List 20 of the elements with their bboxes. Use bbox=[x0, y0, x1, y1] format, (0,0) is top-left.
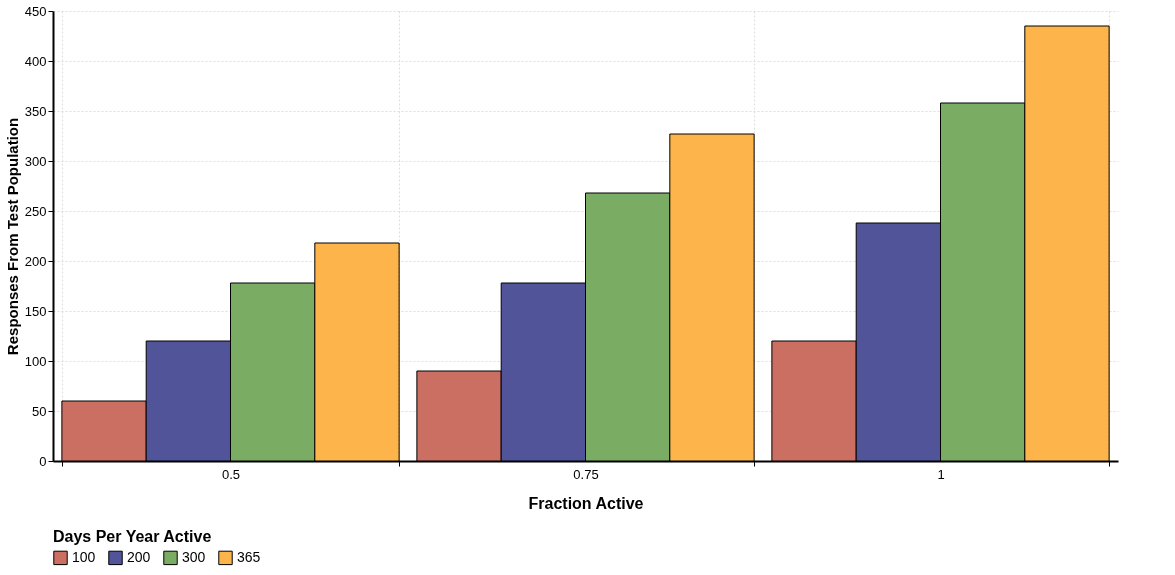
y-tick-label: 50 bbox=[32, 403, 47, 419]
y-axis-title: Responses From Test Population bbox=[3, 117, 21, 356]
legend-title: Days Per Year Active bbox=[53, 528, 212, 545]
y-tick-label: 450 bbox=[24, 3, 47, 19]
y-tick-label: 350 bbox=[24, 103, 47, 119]
y-tick-label: 250 bbox=[24, 203, 47, 219]
y-tick-label: 400 bbox=[24, 53, 47, 69]
legend-label: 100 bbox=[72, 548, 96, 565]
x-tick-label: 0.5 bbox=[221, 466, 241, 482]
x-axis-title: Fraction Active bbox=[528, 494, 644, 512]
y-tick-label: 100 bbox=[24, 353, 47, 369]
x-tick-label: 1 bbox=[937, 466, 945, 482]
y-tick-label: 150 bbox=[24, 303, 47, 319]
legend-label: 365 bbox=[237, 548, 261, 565]
legend-label: 200 bbox=[127, 548, 151, 565]
y-tick-label: 200 bbox=[24, 253, 47, 269]
x-tick-label: 0.75 bbox=[573, 466, 599, 482]
legend-label: 300 bbox=[182, 548, 206, 565]
y-tick-label: 0 bbox=[39, 453, 47, 469]
y-tick-label: 300 bbox=[24, 153, 47, 169]
